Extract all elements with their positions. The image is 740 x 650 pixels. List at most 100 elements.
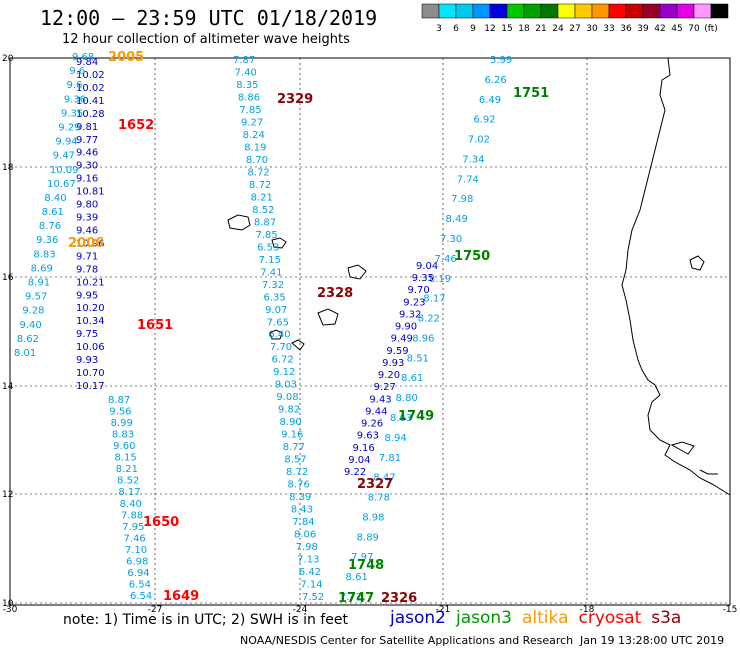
wave-height-value: 10.34 (76, 316, 105, 327)
wave-height-value: 9.40 (20, 320, 42, 331)
wave-height-value: 9.63 (357, 431, 379, 442)
wave-height-value: 9.43 (369, 394, 391, 405)
colorbar-swatch (455, 3, 474, 19)
wave-height-value: 8.98 (362, 512, 384, 523)
wave-height-value: 9.78 (76, 264, 98, 275)
wave-height-value: 8.80 (396, 393, 418, 404)
wave-height-value: 8.01 (14, 348, 36, 359)
colorbar-swatch (557, 3, 576, 19)
wave-height-value: 8.90 (280, 417, 302, 428)
wave-height-value: 9.07 (265, 305, 287, 316)
wave-height-value: 8.47 (373, 473, 395, 484)
wave-height-value: 5.99 (490, 55, 512, 66)
colorbar-label: 33 (603, 24, 614, 34)
wave-height-value: 8.89 (357, 532, 379, 543)
wave-height-value: 8.17 (118, 487, 140, 498)
wave-height-value: 9.93 (382, 358, 404, 369)
wave-height-value: 7.41 (260, 267, 282, 278)
wave-height-value: 10.81 (76, 187, 105, 198)
lon-tick-label: -24 (293, 605, 308, 615)
lon-tick-label: -21 (436, 605, 451, 615)
wave-height-value: 9.70 (408, 285, 430, 296)
wave-height-value: 9.30 (76, 161, 98, 172)
wave-height-value: 6.72 (272, 355, 294, 366)
pass-time-label: 1747 (338, 591, 374, 606)
colorbar-swatch (710, 3, 729, 19)
lat-tick-label: 10 (2, 599, 14, 609)
wave-height-value: 9.75 (76, 329, 98, 340)
colorbar-swatch (523, 3, 542, 19)
wave-height-value: 9.82 (278, 405, 300, 416)
map-subtitle: 12 hour collection of altimeter wave hei… (62, 32, 350, 47)
wave-height-value: 10.70 (76, 368, 105, 379)
map-frame (9, 57, 731, 606)
wave-height-value: 9.39 (76, 213, 98, 224)
satellite-legend: jason2 jason3 altika cryosat s3a (390, 608, 691, 628)
colorbar-label: 39 (637, 24, 649, 34)
wave-height-value: 7.13 (297, 555, 319, 566)
wave-height-value: 6.42 (299, 567, 321, 578)
colorbar-swatch (591, 3, 610, 19)
wave-height-value: 9.93 (76, 355, 98, 366)
wave-height-value: 7.46 (124, 533, 146, 544)
wave-height-value: 8.17 (423, 294, 445, 305)
colorbar-label: 24 (552, 24, 564, 34)
colorbar-swatch (421, 3, 440, 19)
colorbar-label: 21 (535, 24, 546, 34)
wave-height-value: 7.30 (440, 234, 462, 245)
wave-height-value: 9.35 (61, 108, 83, 119)
wave-height-value: 6.98 (126, 556, 148, 567)
coast-details (670, 255, 718, 475)
wave-height-value: 9.36 (64, 94, 86, 105)
wave-height-value: 9.35 (412, 273, 434, 284)
wave-height-value: 8.86 (238, 92, 260, 103)
lat-tick-label: 18 (2, 163, 14, 173)
colorbar: 3 6 9 12 15 18 21 24 27 30 33 36 39 42 45 70 (ft) (421, 3, 729, 34)
wave-height-value: 9.16 (281, 430, 303, 441)
wave-height-value: 7.32 (262, 280, 284, 291)
lon-tick-label: -18 (580, 605, 595, 615)
pass-time-label: 1650 (143, 515, 179, 530)
wave-height-value: 8.87 (108, 395, 130, 406)
wave-height-value: 10.20 (76, 303, 105, 314)
colorbar-label: 9 (470, 24, 476, 34)
colorbar-label: 12 (484, 24, 495, 34)
lat-tick-label: 14 (2, 382, 14, 392)
wave-height-value: 7.95 (122, 522, 144, 533)
wave-height-value: 8.40 (44, 193, 66, 204)
wave-height-value: 10.96 (76, 238, 105, 249)
wave-height-value: 7.70 (270, 342, 292, 353)
wave-height-value: 8.06 (294, 530, 316, 541)
wave-height-value: 9.27 (374, 382, 396, 393)
colorbar-label: (ft) (704, 24, 718, 34)
colorbar-label: 45 (671, 24, 682, 34)
wave-height-value: 6.54 (129, 579, 151, 590)
wave-height-value: 8.61 (401, 373, 423, 384)
wave-height-value: 9.68 (72, 52, 94, 63)
wave-height-value: 7.34 (462, 154, 484, 165)
wave-height-value: 9.57 (25, 292, 47, 303)
wave-height-value: 6.54 (130, 591, 152, 602)
wave-height-value: 10.02 (76, 70, 105, 81)
wave-height-value: 6.92 (473, 115, 495, 126)
wave-height-value: 6.40 (268, 330, 290, 341)
pass-time-label: 1651 (137, 318, 173, 333)
wave-height-value: 9.71 (76, 251, 98, 262)
colorbar-swatch (676, 3, 695, 19)
wave-height-value: 8.63 (390, 413, 412, 424)
wave-height-value: 7.77 (340, 592, 362, 603)
wave-height-value: 8.72 (247, 167, 269, 178)
wave-height-value: 8.21 (116, 464, 138, 475)
legend-altika: altika (522, 608, 569, 628)
wave-height-value: 8.83 (33, 249, 55, 260)
colorbar-label: 30 (586, 24, 598, 34)
wave-height-value: 10.28 (76, 109, 105, 120)
colorbar-label: 70 (688, 24, 700, 34)
wave-height-value: 9.44 (365, 406, 387, 417)
lon-tick-label: -27 (148, 605, 163, 615)
pass-time-label: 1750 (454, 249, 490, 264)
cape-verde-islands (269, 308, 339, 351)
legend-cryosat: cryosat (578, 608, 642, 628)
wave-height-value: 9.6 (66, 80, 82, 91)
canary-islands (227, 214, 367, 280)
